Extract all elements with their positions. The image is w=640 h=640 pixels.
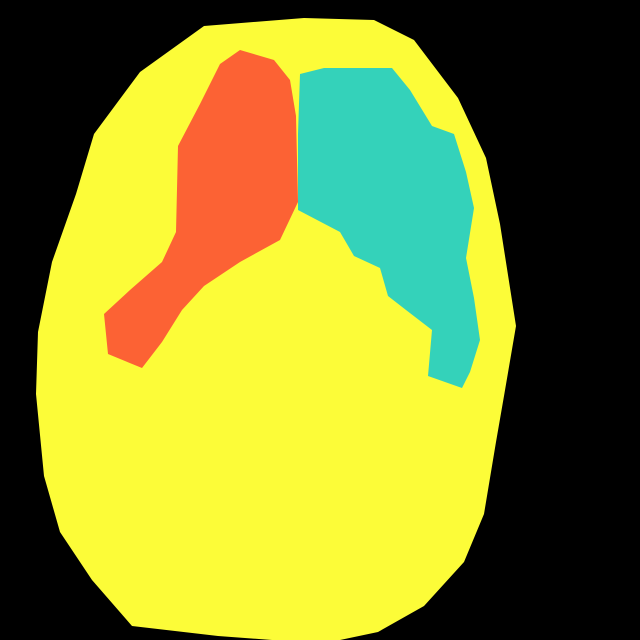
right-region [298, 68, 480, 388]
left-region [104, 50, 298, 368]
